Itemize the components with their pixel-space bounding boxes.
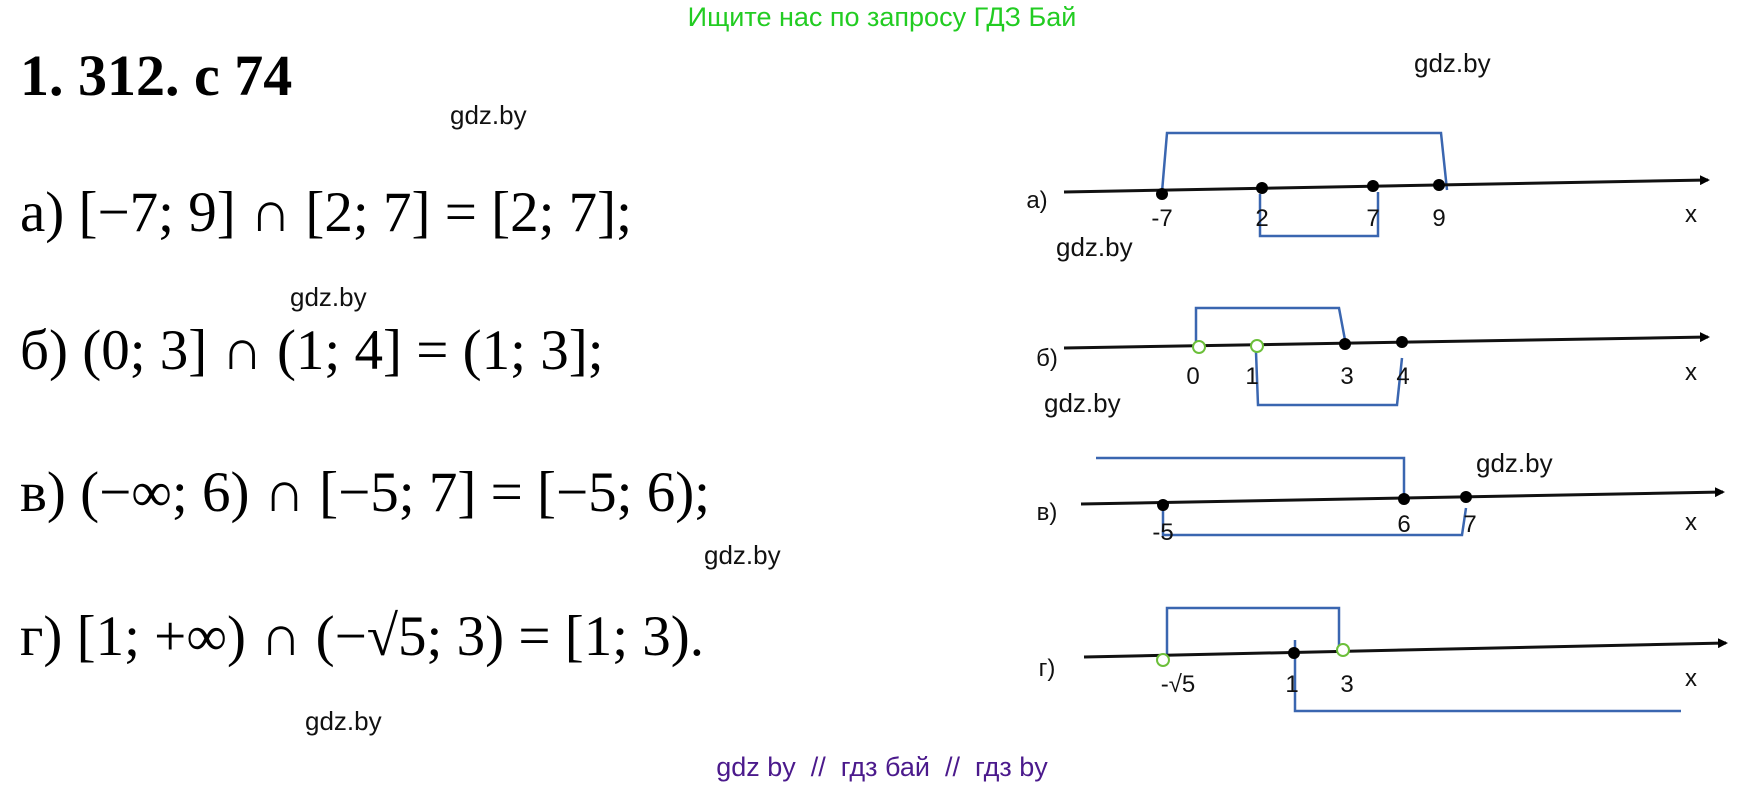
point-label: 4 <box>1396 363 1409 390</box>
solution-a: а) [−7; 9] ∩ [2; 7] = [2; 7]; <box>20 181 632 244</box>
point-label: -5 <box>1152 519 1173 546</box>
watermark: gdz.by <box>450 100 527 130</box>
solution-g: г) [1; +∞) ∩ (−√5; 3) = [1; 3). <box>20 605 705 668</box>
point-label: 9 <box>1432 205 1445 232</box>
axis-label: x <box>1685 665 1697 692</box>
closed-points <box>1156 179 1472 659</box>
diagram-label: а) <box>1026 187 1047 214</box>
open-points <box>1156 339 1350 667</box>
watermark: gdz.by <box>1476 448 1553 478</box>
diagram-label: б) <box>1036 345 1058 372</box>
point-label: 7 <box>1463 511 1476 538</box>
footer-links: gdz by // гдз бай // гдз by <box>716 752 1048 782</box>
solution-v: в) (−∞; 6) ∩ [−5; 7] = [−5; 6); <box>20 461 711 524</box>
point-label: 6 <box>1397 511 1410 538</box>
axis-label: x <box>1685 509 1697 536</box>
point-label: 2 <box>1255 205 1268 232</box>
point-label: 7 <box>1366 205 1379 232</box>
axes <box>1063 175 1728 659</box>
diagram-label: г) <box>1039 655 1056 682</box>
axis-label: x <box>1685 201 1697 228</box>
axis-label: x <box>1685 359 1697 386</box>
point-label: 1 <box>1285 671 1298 698</box>
solution-b: б) (0; 3] ∩ (1; 4] = (1; 3]; <box>20 319 604 382</box>
diagram-label: в) <box>1037 499 1058 526</box>
point-label: 0 <box>1186 363 1199 390</box>
watermark: gdz.by <box>704 540 781 570</box>
point-label: -7 <box>1151 205 1172 232</box>
watermark: gdz.by <box>305 706 382 736</box>
watermark: gdz.by <box>1044 388 1121 418</box>
watermark: gdz.by <box>1056 232 1133 262</box>
watermark: gdz.by <box>1414 48 1491 78</box>
point-label: 3 <box>1340 363 1353 390</box>
point-label: -√5 <box>1161 671 1196 698</box>
point-label: 1 <box>1245 363 1258 390</box>
exercise-title: 1. 312. с 74 <box>20 43 293 108</box>
interval-brackets <box>1096 131 1681 713</box>
watermark: gdz.by <box>290 282 367 312</box>
point-label: 3 <box>1340 671 1353 698</box>
search-banner: Ищите нас по запросу ГДЗ Бай <box>687 2 1077 32</box>
